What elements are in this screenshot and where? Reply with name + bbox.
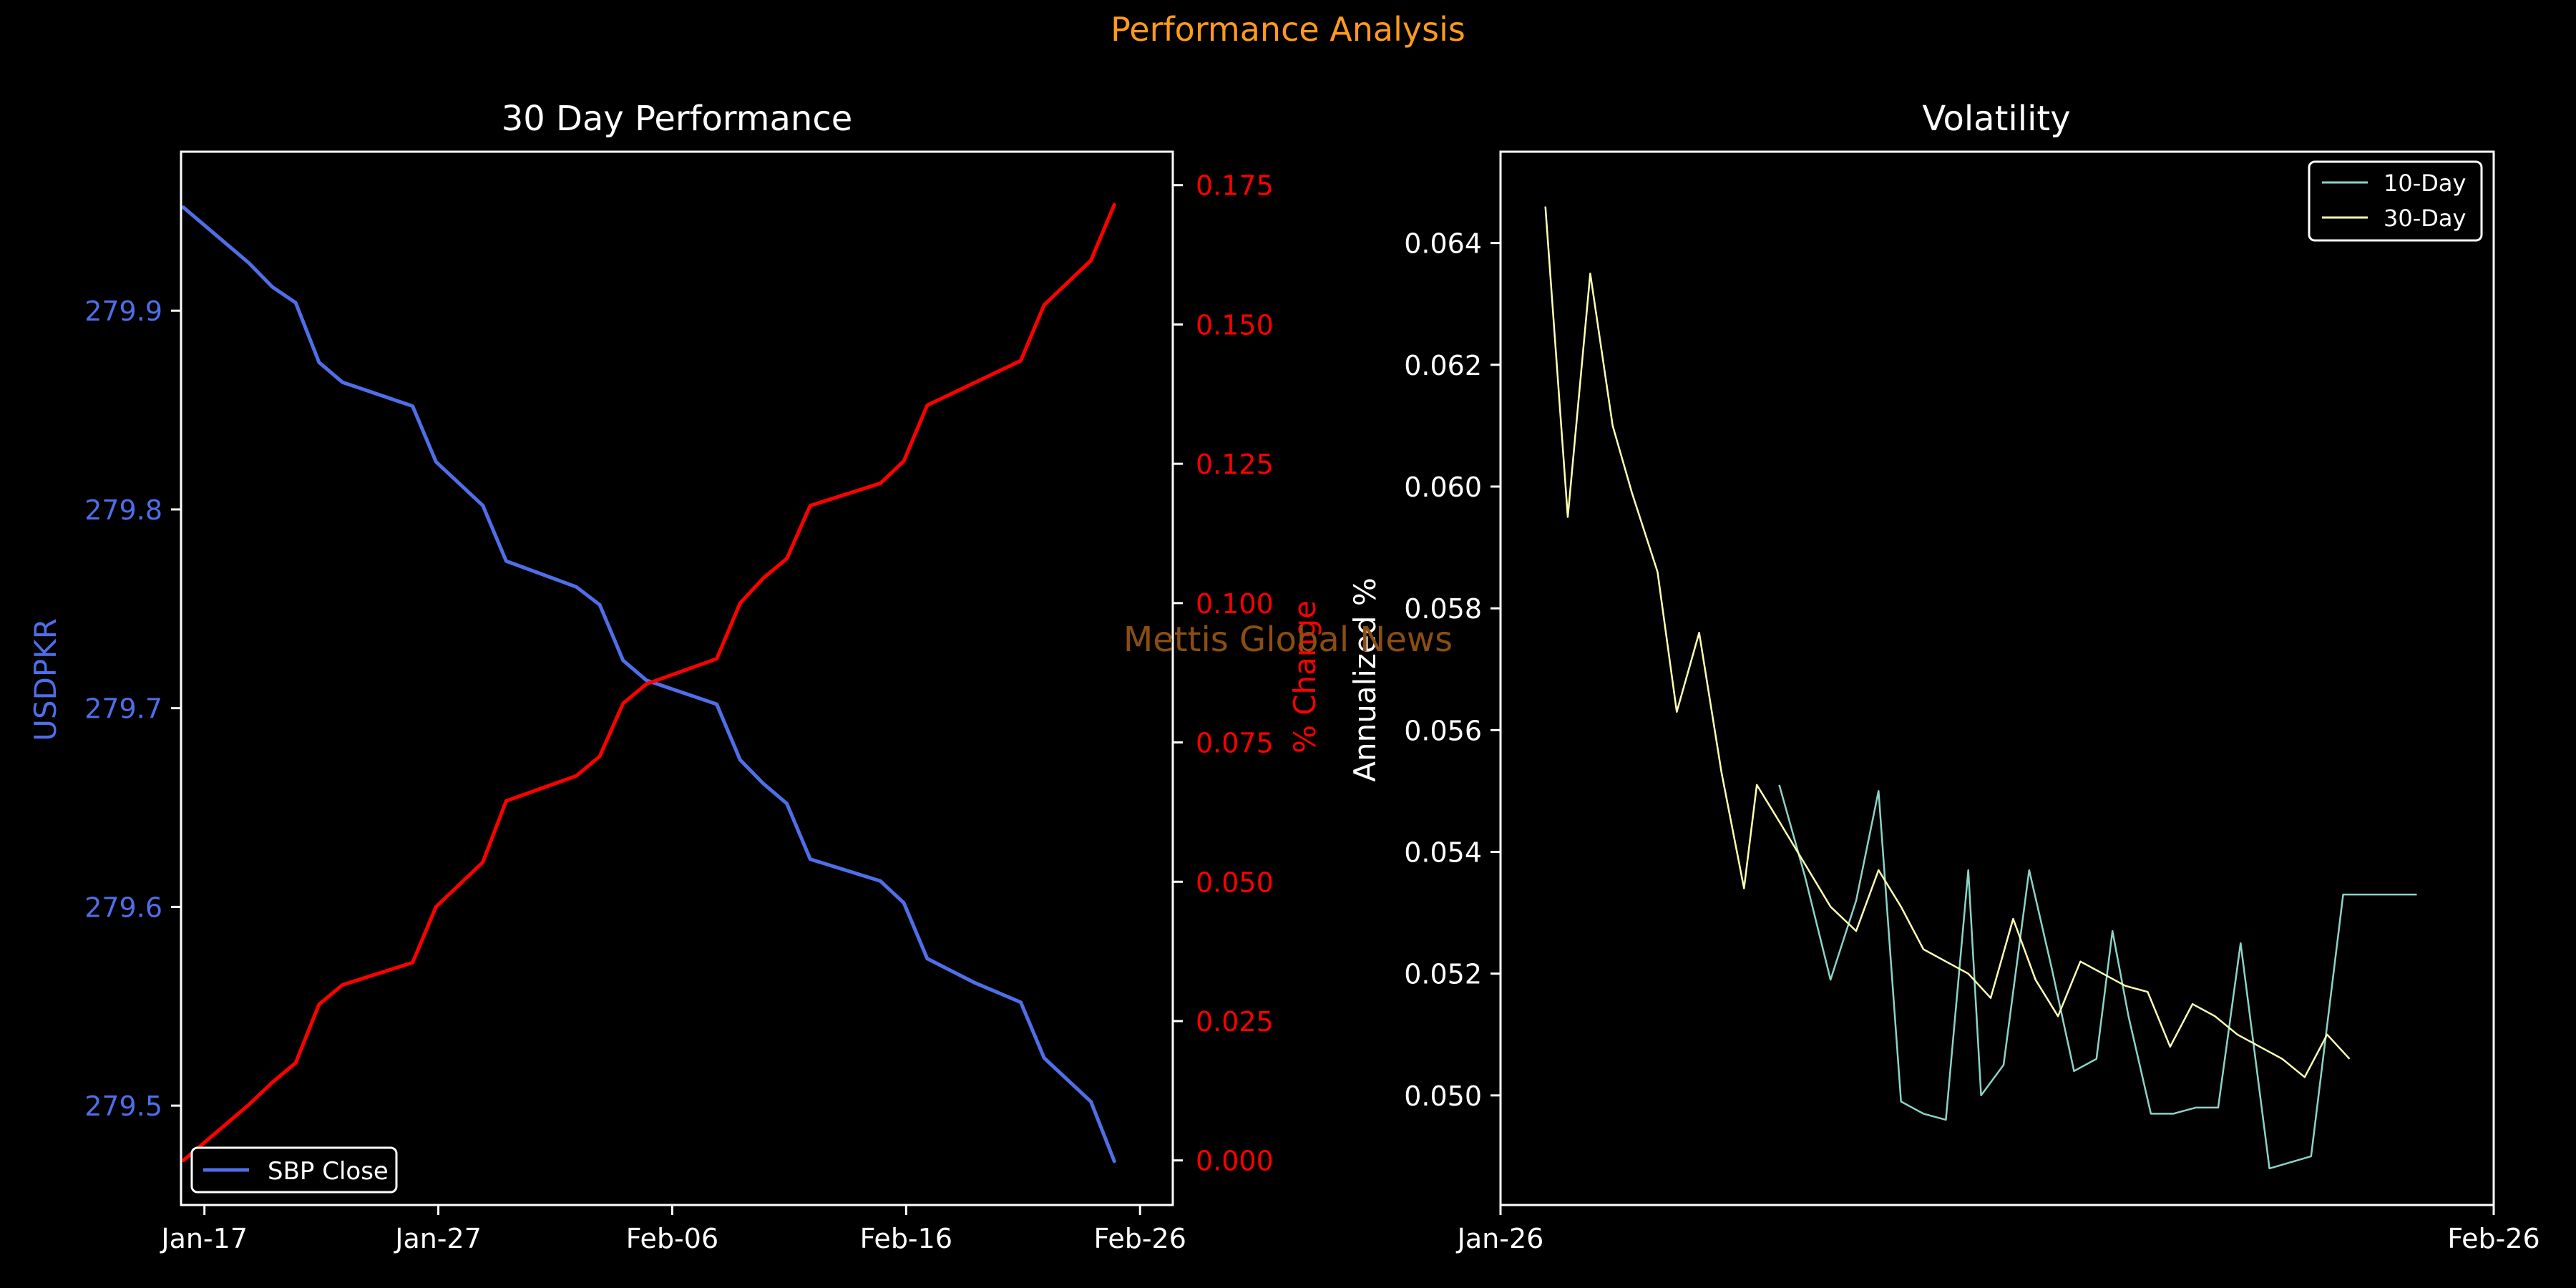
vol-y-tick-label: 0.056 xyxy=(1404,715,1482,746)
pct-change-axis-label: % Change xyxy=(1287,600,1322,753)
y-right-tick-label: 0.125 xyxy=(1196,449,1274,480)
y-right-tick-label: 0.175 xyxy=(1196,170,1274,202)
vol-30-day-legend-label: 30-Day xyxy=(2384,205,2466,232)
annualized-axis-label: Annualized % xyxy=(1347,577,1382,781)
y-tick-label: 279.6 xyxy=(84,892,162,923)
vol-y-tick-label: 0.054 xyxy=(1404,836,1482,868)
watermark-text: Mettis Global News xyxy=(1123,620,1453,660)
vol-y-tick-label: 0.050 xyxy=(1404,1080,1482,1112)
vol-x-tick-label: Jan-26 xyxy=(1456,1223,1544,1254)
performance-chart-title: 30 Day Performance xyxy=(502,99,853,139)
sbp-close-line xyxy=(181,205,1116,1163)
x-tick-label: Jan-27 xyxy=(394,1223,482,1254)
vol-30-day-line xyxy=(1544,206,2351,1078)
performance-legend-box xyxy=(190,1146,398,1194)
vol-y-tick-label: 0.058 xyxy=(1404,593,1482,625)
x-tick-label: Feb-06 xyxy=(626,1223,718,1254)
vol-y-tick-label: 0.052 xyxy=(1404,959,1482,990)
x-tick-label: Feb-16 xyxy=(860,1223,952,1254)
y-right-tick-label: 0.025 xyxy=(1196,1006,1274,1038)
volatility-legend: 10-Day 30-Day xyxy=(2308,160,2483,242)
vol-y-tick-label: 0.060 xyxy=(1404,472,1482,503)
vol-10-day-legend-label: 10-Day xyxy=(2384,170,2466,197)
x-tick-label: Jan-17 xyxy=(160,1223,248,1254)
usdpkr-axis-label: USDPKR xyxy=(28,618,63,741)
performance-chart-frame xyxy=(180,150,1174,1206)
x-tick-label: Feb-26 xyxy=(1094,1223,1186,1254)
volatility-chart-frame xyxy=(1499,150,2495,1206)
sbp-close-legend-label: SBP Close xyxy=(268,1157,389,1186)
vol-10-day-line xyxy=(1778,784,2417,1170)
y-right-tick-label: 0.075 xyxy=(1196,728,1274,759)
y-right-tick-label: 0.050 xyxy=(1196,867,1274,898)
y-tick-label: 279.8 xyxy=(84,494,162,526)
pct-change-line xyxy=(181,203,1116,1163)
figure-suptitle: Performance Analysis xyxy=(1111,10,1465,49)
y-tick-label: 279.9 xyxy=(84,296,162,327)
y-tick-label: 279.5 xyxy=(84,1091,162,1122)
vol-y-tick-label: 0.064 xyxy=(1404,228,1482,260)
vol-x-tick-label: Feb-26 xyxy=(2447,1223,2540,1254)
performance-legend: SBP Close xyxy=(190,1146,398,1194)
performance-chart: 30 Day Performance Jan-17 Jan-27 Feb-06 Feb… xyxy=(28,99,1322,1254)
volatility-chart: Volatility Jan-26 Feb-26 0.050 0.052 0.054 0.… xyxy=(1347,99,2540,1254)
vol-y-tick-label: 0.062 xyxy=(1404,350,1482,381)
volatility-chart-title: Volatility xyxy=(1922,99,2070,139)
y-right-tick-label: 0.000 xyxy=(1196,1146,1274,1177)
y-right-tick-label: 0.150 xyxy=(1196,309,1274,341)
y-tick-label: 279.7 xyxy=(84,693,162,725)
y-right-tick-label: 0.100 xyxy=(1196,588,1274,620)
